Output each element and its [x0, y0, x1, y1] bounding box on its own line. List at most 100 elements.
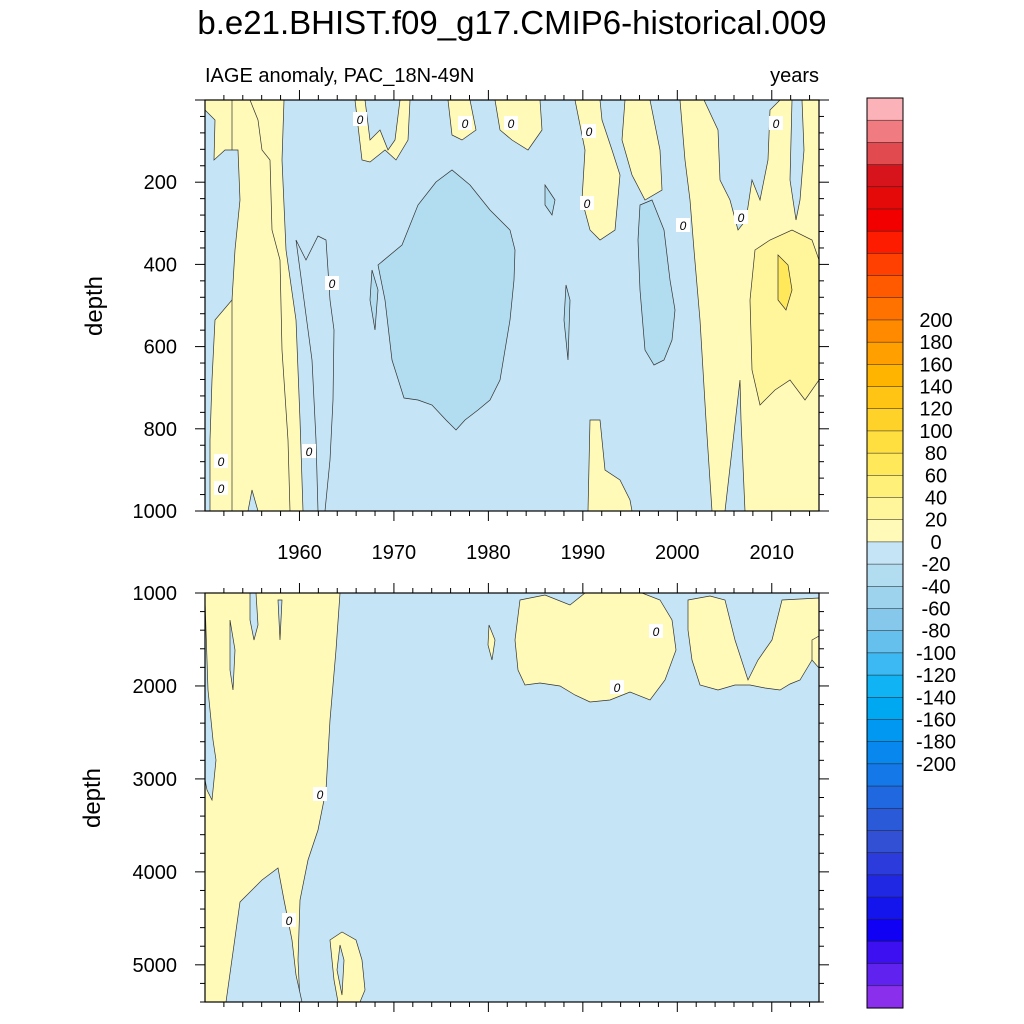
- contour-label-box: [214, 481, 228, 495]
- contour-label: 0: [508, 117, 515, 131]
- lower-negative-streak-deep: [336, 944, 345, 996]
- colorbar-swatch: [866, 142, 904, 166]
- upper-negative-patch-early-2: [295, 235, 335, 511]
- colorbar-swatch: [866, 297, 904, 321]
- contour-label: 0: [218, 455, 225, 469]
- contour-label: 0: [462, 117, 469, 131]
- upper-negative-streak-late: [789, 100, 805, 221]
- lower-positive-patch-small: [487, 624, 496, 661]
- lower-x-ticks: [223, 583, 811, 1012]
- contour-label: 0: [218, 482, 225, 496]
- colorbar-swatch: [866, 519, 904, 543]
- x-tick-label: 2010: [750, 542, 795, 564]
- upper-positive-spike-6: [587, 419, 633, 511]
- colorbar-tick-label: -20: [922, 554, 951, 576]
- colorbar-swatch: [866, 874, 904, 898]
- upper-y-ticks: 200 400 600 800 1000: [133, 99, 829, 523]
- colorbar-swatch: [866, 97, 904, 121]
- contour-label-box: [649, 624, 663, 638]
- colorbar-swatch: [866, 763, 904, 787]
- chart-units: years: [770, 65, 819, 87]
- colorbar-swatch: [866, 941, 904, 965]
- contour-label-box: [353, 112, 367, 126]
- contour-label-box: [282, 913, 296, 927]
- upper-contour-labels: 0 0 0 0 0 0 0 0 0 0 0 0: [214, 112, 783, 496]
- upper-negative-core-1: [377, 169, 516, 431]
- contour-label: 0: [680, 219, 687, 233]
- upper-negative-core-4: [369, 269, 379, 331]
- x-tick-label: 1990: [561, 542, 606, 564]
- colorbar: 200180160140120100806040200-20-40-60-80-…: [866, 97, 956, 1009]
- colorbar-tick-label: -120: [916, 665, 956, 687]
- contour-label-box: [214, 454, 228, 468]
- colorbar-swatch: [866, 475, 904, 499]
- lower-y-ticks: 1000 2000 3000 4000 5000: [133, 583, 829, 1003]
- colorbar-swatch: [866, 852, 904, 876]
- colorbar-swatch: [866, 497, 904, 521]
- colorbar-tick-label: 160: [919, 354, 952, 376]
- contour-label: 0: [329, 277, 336, 291]
- colorbar-swatch: [866, 341, 904, 365]
- lower-positive-band-early: [205, 593, 341, 1002]
- colorbar-tick-label: -40: [922, 576, 951, 598]
- colorbar-tick-label: -100: [916, 643, 956, 665]
- colorbar-tick-label: 20: [925, 510, 947, 532]
- colorbar-tick-label: 80: [925, 443, 947, 465]
- upper-positive-band-late: [679, 100, 819, 511]
- lower-positive-patch-edge: [811, 635, 819, 669]
- colorbar-tick-label: -180: [916, 732, 956, 754]
- contour-label: 0: [357, 113, 364, 127]
- colorbar-swatch: [866, 364, 904, 388]
- colorbar-swatch: [866, 208, 904, 232]
- upper-negative-patch-early: [205, 109, 241, 511]
- colorbar-swatch: [866, 896, 904, 920]
- lower-negative-patch-early-3: [249, 593, 259, 641]
- contour-label-box: [504, 116, 518, 130]
- colorbar-swatch: [866, 697, 904, 721]
- colorbar-tick-label: 100: [919, 421, 952, 443]
- contour-label: 0: [286, 914, 293, 928]
- upper-positive-spike-1: [354, 100, 411, 163]
- colorbar-tick-label: 200: [919, 310, 952, 332]
- colorbar-swatch: [866, 408, 904, 432]
- colorbar-swatch: [866, 630, 904, 654]
- upper-panel-frame: [204, 99, 820, 512]
- y-tick-label: 1000: [133, 501, 178, 523]
- upper-positive-region-early-2: [231, 100, 291, 511]
- contour-label-box: [676, 218, 690, 232]
- colorbar-swatch: [866, 652, 904, 676]
- upper-negative-patch-early-3: [247, 489, 259, 511]
- colorbar-swatch: [866, 275, 904, 299]
- lower-positive-patch-mid: [514, 593, 677, 703]
- lower-y-axis-label: depth: [79, 768, 106, 828]
- colorbar-swatch: [866, 563, 904, 587]
- lower-negative-patch-early-2: [229, 619, 236, 691]
- contour-label-box: [734, 210, 748, 224]
- upper-panel: 200 400 600 800 1000 1960 1970 1980 1990 2000 201…: [81, 90, 829, 564]
- contour-label-box: [325, 276, 339, 290]
- contour-label-box: [610, 680, 624, 694]
- x-tick-label: 2000: [655, 542, 700, 564]
- x-tick-label: 1960: [277, 542, 322, 564]
- upper-positive-core-late-2: [777, 254, 793, 311]
- contour-label-box: [313, 787, 327, 801]
- y-tick-label: 200: [144, 172, 177, 194]
- colorbar-tick-label: 60: [925, 465, 947, 487]
- colorbar-swatch: [866, 674, 904, 698]
- lower-positive-patch-deep: [329, 931, 366, 1002]
- colorbar-swatch: [866, 430, 904, 454]
- y-tick-label: 4000: [133, 862, 178, 884]
- contour-label: 0: [614, 681, 621, 695]
- colorbar-swatch: [866, 164, 904, 188]
- colorbar-swatch: [866, 586, 904, 610]
- contour-label-box: [582, 124, 596, 138]
- contour-label: 0: [586, 125, 593, 139]
- chart-subtitle: IAGE anomaly, PAC_18N-49N: [205, 65, 474, 87]
- colorbar-tick-label: 40: [925, 488, 947, 510]
- colorbar-tick-label: -140: [916, 687, 956, 709]
- lower-negative-patch-deep: [225, 867, 303, 1002]
- colorbar-swatch: [866, 230, 904, 254]
- colorbar-swatch: [866, 830, 904, 854]
- colorbar-tick-label: 0: [930, 532, 941, 554]
